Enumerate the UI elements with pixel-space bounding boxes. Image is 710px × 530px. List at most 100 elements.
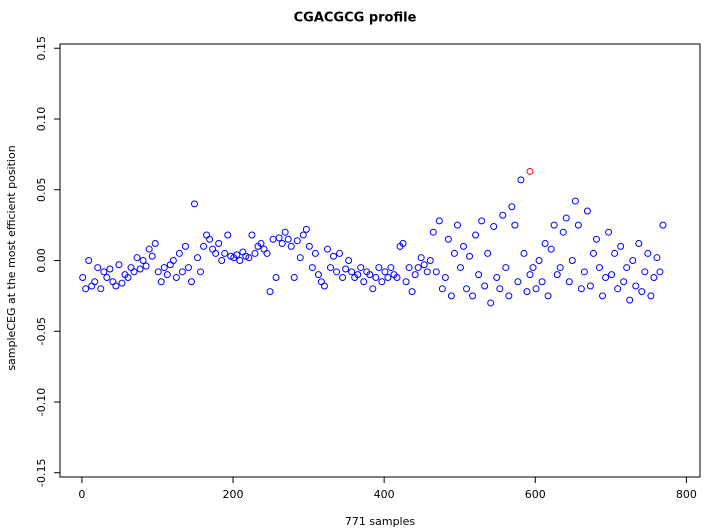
- point: [118, 279, 126, 287]
- point: [212, 249, 220, 257]
- y-tick-label: -0.05: [35, 317, 48, 345]
- point: [493, 273, 501, 281]
- point: [387, 264, 395, 272]
- point: [487, 299, 495, 307]
- point: [556, 264, 564, 272]
- point: [553, 271, 561, 279]
- point: [629, 257, 637, 264]
- point: [653, 254, 661, 262]
- point: [305, 242, 313, 250]
- point: [414, 264, 422, 272]
- point: [151, 240, 159, 248]
- point: [97, 285, 105, 293]
- chart-title: CGACGCG profile: [294, 11, 417, 26]
- point: [157, 278, 165, 286]
- point: [650, 273, 658, 281]
- point: [372, 273, 380, 281]
- point: [187, 278, 195, 286]
- point: [284, 235, 292, 243]
- point: [181, 242, 189, 250]
- point: [580, 268, 588, 276]
- point: [88, 282, 96, 290]
- point: [302, 225, 310, 233]
- point: [659, 221, 667, 229]
- point: [91, 278, 99, 286]
- point: [384, 273, 392, 281]
- point: [469, 292, 477, 300]
- point: [381, 268, 389, 276]
- point: [154, 268, 162, 276]
- y-tick-label: 0.10: [35, 107, 48, 132]
- point: [405, 264, 413, 272]
- point: [511, 221, 519, 229]
- point: [287, 242, 295, 250]
- point: [278, 240, 286, 248]
- x-tick-label: 600: [525, 488, 546, 501]
- point: [106, 265, 114, 273]
- point: [632, 282, 640, 290]
- point: [508, 203, 516, 211]
- point: [348, 268, 356, 276]
- point: [293, 237, 301, 245]
- point: [644, 249, 652, 257]
- point: [514, 278, 522, 286]
- point: [342, 265, 350, 273]
- x-axis-label: 771 samples: [345, 515, 415, 528]
- point: [357, 264, 365, 272]
- point: [263, 249, 271, 257]
- point: [336, 249, 344, 257]
- point: [354, 271, 362, 279]
- point: [641, 268, 649, 276]
- point: [378, 278, 386, 286]
- point: [441, 273, 449, 281]
- point: [532, 285, 540, 293]
- point: [160, 264, 168, 272]
- point: [224, 231, 232, 239]
- y-tick-label: -0.10: [35, 388, 48, 416]
- point: [172, 273, 180, 281]
- point: [459, 242, 467, 250]
- point: [393, 273, 401, 281]
- point: [333, 268, 341, 276]
- point: [109, 278, 117, 286]
- point: [411, 271, 419, 279]
- point: [251, 249, 259, 257]
- point: [260, 245, 268, 253]
- point: [314, 271, 322, 279]
- point: [523, 288, 531, 296]
- point: [221, 249, 229, 257]
- point: [635, 240, 643, 248]
- point: [574, 221, 582, 229]
- point: [194, 254, 202, 262]
- point: [620, 278, 628, 286]
- point: [638, 288, 646, 296]
- point: [432, 268, 440, 276]
- point: [484, 249, 492, 257]
- x-tick-label: 800: [676, 488, 697, 501]
- point: [115, 261, 123, 269]
- point: [206, 235, 214, 243]
- point: [577, 285, 585, 293]
- point: [163, 271, 171, 279]
- point: [142, 262, 150, 270]
- point: [611, 249, 619, 257]
- point: [481, 282, 489, 290]
- point: [320, 282, 328, 290]
- point: [541, 240, 549, 248]
- point: [447, 292, 455, 300]
- point: [626, 296, 634, 304]
- point: [290, 273, 298, 281]
- point: [275, 234, 283, 242]
- point: [127, 264, 135, 272]
- point: [103, 273, 111, 281]
- point: [360, 278, 368, 286]
- x-tick-label: 200: [223, 488, 244, 501]
- point: [166, 261, 174, 269]
- point: [239, 248, 247, 256]
- point: [592, 235, 600, 243]
- point: [502, 264, 510, 272]
- point: [520, 249, 528, 257]
- point: [296, 254, 304, 262]
- point: [366, 271, 374, 279]
